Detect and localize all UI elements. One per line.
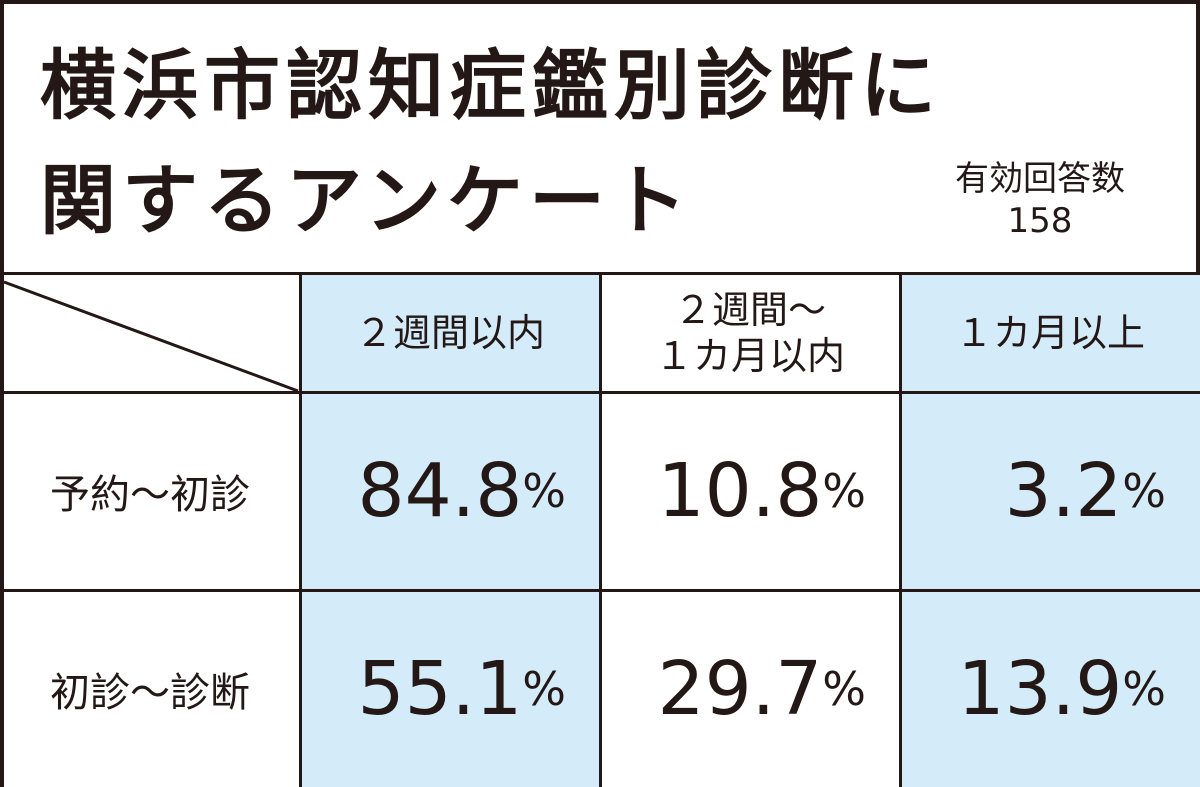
title-line-1: 横浜市認知症鑑別診断に [40,41,942,130]
value-cell: 29.7% [600,590,900,787]
grid-line [899,274,902,787]
value-cell: 3.2% [900,392,1200,590]
row-label-1: 予約～初診 [50,472,250,518]
percent-unit: % [822,661,866,716]
grid-line [299,274,302,787]
value-number: 55.1 [357,645,523,732]
value-cell: 84.8% [300,392,600,590]
percent-unit: % [1122,464,1166,518]
value-number: 84.8 [357,448,523,534]
value-number: 10.8 [657,448,823,534]
column-header-2: ２週間～ １カ月以内 [654,288,845,378]
row-label-2: 初診～診断 [50,669,250,716]
response-count-label: 有効回答数 [955,159,1125,199]
value-cell: 55.1% [300,590,600,787]
column-header-3: １カ月以上 [954,311,1145,355]
percent-unit: % [1122,661,1166,716]
value-cell: 13.9% [900,590,1200,787]
grid-line [599,274,602,787]
title-line-2: 関するアンケート [40,156,693,245]
percent-unit: % [822,464,866,518]
value-number: 13.9 [957,645,1123,732]
column-bg-1 [300,274,600,787]
grid-line [0,272,1200,275]
diagonal-corner-line [3,280,299,392]
value-number: 3.2 [1004,448,1123,534]
column-bg-3 [900,274,1200,787]
response-count-value: 158 [1007,201,1073,241]
value-number: 29.7 [657,645,823,732]
percent-unit: % [522,661,566,716]
percent-unit: % [522,464,566,518]
response-count: 有効回答数 158 [920,158,1160,242]
value-cell: 10.8% [600,392,900,590]
column-header-1: ２週間以内 [354,311,545,355]
